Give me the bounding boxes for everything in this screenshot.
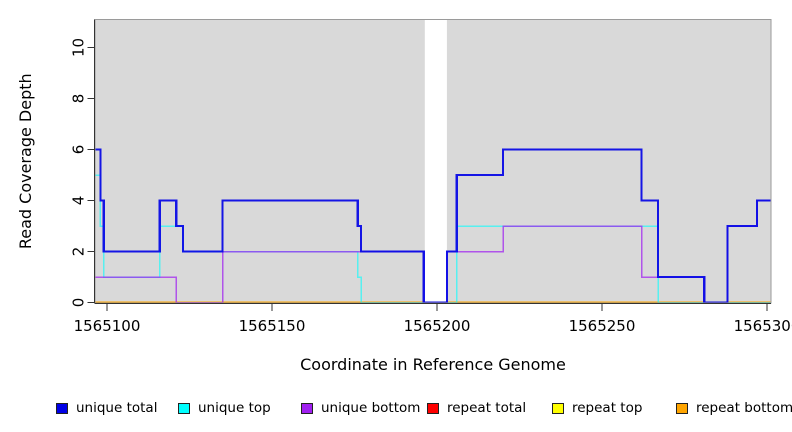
legend-swatch-unique-top xyxy=(178,402,190,414)
y-tick-label: 10 xyxy=(69,38,87,57)
legend-item-repeat-top: repeat top xyxy=(552,398,642,418)
x-tick-label: 1565150 xyxy=(239,317,306,335)
legend-label-unique-bottom: unique bottom xyxy=(321,400,421,416)
y-axis-title: Read Coverage Depth xyxy=(16,73,35,249)
series-line-unique-total xyxy=(95,148,771,303)
legend-swatch-unique-bottom xyxy=(301,402,313,414)
x-axis-title: Coordinate in Reference Genome xyxy=(300,355,566,374)
legend-label-repeat-bottom: repeat bottom xyxy=(696,400,792,416)
x-tick-label: 1565200 xyxy=(404,317,471,335)
chart-legend: unique total unique top unique bottom re… xyxy=(0,398,792,420)
y-tick-label: 2 xyxy=(69,247,87,257)
legend-label-unique-total: unique total xyxy=(76,400,158,416)
x-tick-label: 1565300 xyxy=(734,317,792,335)
legend-swatch-repeat-bottom xyxy=(676,402,688,414)
x-tick-label: 1565250 xyxy=(569,317,636,335)
legend-item-unique-top: unique top xyxy=(178,398,271,418)
legend-item-unique-bottom: unique bottom xyxy=(301,398,420,418)
legend-label-repeat-top: repeat top xyxy=(572,400,643,416)
legend-swatch-repeat-total xyxy=(427,402,439,414)
y-tick-label: 0 xyxy=(69,298,87,308)
y-tick-label: 8 xyxy=(69,94,87,104)
legend-label-unique-top: unique top xyxy=(198,400,271,416)
y-tick-label: 4 xyxy=(69,196,87,206)
legend-label-repeat-total: repeat total xyxy=(447,400,527,416)
y-tick-label: 6 xyxy=(69,145,87,155)
coverage-gap-band xyxy=(424,19,447,303)
legend-item-repeat-bottom: repeat bottom xyxy=(676,398,792,418)
legend-item-unique-total: unique total xyxy=(56,398,157,418)
x-tick-label: 1565100 xyxy=(74,317,141,335)
legend-swatch-repeat-top xyxy=(552,402,564,414)
legend-swatch-unique-total xyxy=(56,402,68,414)
legend-item-repeat-total: repeat total xyxy=(427,398,526,418)
